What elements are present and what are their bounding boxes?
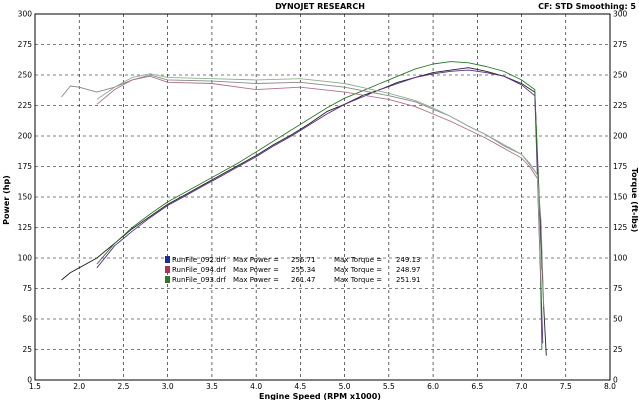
x-tick-label: 4.0 — [250, 382, 262, 391]
legend: RunFile_092.drf Max Power = 256.71 Max Torq… — [165, 256, 421, 284]
x-tick-label: 6.5 — [471, 382, 483, 391]
y-tick-label-left: 125 — [18, 223, 33, 232]
legend-torque-label: Max Torque = — [334, 266, 382, 274]
x-tick-label: 5.5 — [383, 382, 395, 391]
y-tick-label-right: 150 — [613, 193, 628, 202]
power-curve — [96, 61, 543, 350]
legend-max-power: 256.71 — [291, 256, 316, 264]
y-tick-label-left: 300 — [18, 10, 33, 19]
x-tick-label: 7.0 — [516, 382, 528, 391]
x-tick-label: 3.0 — [162, 382, 174, 391]
y-tick-label-left: 25 — [22, 345, 32, 354]
series-lines — [61, 61, 547, 356]
legend-power-label: Max Power = — [233, 276, 279, 284]
legend-swatch — [165, 256, 170, 263]
legend-max-torque: 248.97 — [396, 266, 421, 274]
legend-power-label: Max Power = — [233, 256, 279, 264]
y-tick-label-left: 175 — [18, 162, 33, 171]
x-tick-label: 1.5 — [29, 382, 41, 391]
power-curve — [61, 67, 547, 356]
settings-readout: CF: STD Smoothing: 5 — [538, 2, 636, 11]
legend-swatch — [165, 266, 170, 273]
y-tick-label-right: 200 — [613, 132, 628, 141]
legend-torque-label: Max Torque = — [334, 276, 382, 284]
legend-file: RunFile_092.drf — [172, 256, 227, 264]
legend-torque-label: Max Torque = — [334, 256, 382, 264]
x-axis-label: Engine Speed (RPM x1000) — [259, 392, 381, 400]
legend-max-power: 255.34 — [291, 266, 316, 274]
y-tick-label-right: 275 — [613, 40, 628, 49]
legend-max-torque: 251.91 — [396, 276, 421, 284]
torque-curve — [96, 73, 542, 271]
legend-file: RunFile_093.drf — [172, 276, 227, 284]
y-tick-label-right: 225 — [613, 101, 628, 110]
y-tick-label-right: 125 — [613, 223, 628, 232]
x-tick-label: 5.0 — [339, 382, 351, 391]
y-tick-label-right: 0 — [613, 376, 618, 385]
x-tick-label: 2.0 — [73, 382, 85, 391]
y-tick-label-left: 100 — [18, 254, 33, 263]
y-tick-label-left: 150 — [18, 193, 33, 202]
x-tick-label: 6.0 — [427, 382, 439, 391]
y-tick-label-left: 0 — [27, 376, 32, 385]
x-tick-label: 7.5 — [560, 382, 572, 391]
y-tick-label-right: 50 — [613, 315, 623, 324]
legend-swatch — [165, 276, 170, 283]
y-tick-label-left: 225 — [18, 101, 33, 110]
legend-power-label: Max Power = — [233, 266, 279, 274]
x-tick-label: 3.5 — [206, 382, 218, 391]
x-tick-label: 2.5 — [117, 382, 129, 391]
torque-curve — [96, 75, 542, 283]
y-tick-label-left: 200 — [18, 132, 33, 141]
y-tick-label-left: 275 — [18, 40, 33, 49]
y-tick-label-left: 75 — [22, 284, 32, 293]
y-axis-label-right: Torque (ft-lbs) — [630, 168, 639, 233]
y-tick-label-left: 250 — [18, 71, 33, 80]
legend-max-torque: 249.13 — [396, 256, 421, 264]
y-tick-label-right: 300 — [613, 10, 628, 19]
x-tick-label: 8.0 — [604, 382, 616, 391]
y-axis-label-left: Power (hp) — [2, 175, 11, 225]
y-tick-label-right: 75 — [613, 284, 623, 293]
grid — [35, 14, 610, 380]
plot-frame — [34, 13, 611, 381]
y-tick-label-right: 175 — [613, 162, 628, 171]
y-tick-label-left: 50 — [22, 315, 32, 324]
legend-file: RunFile_094.drf — [172, 266, 227, 274]
power-curve — [96, 69, 544, 344]
y-tick-label-right: 250 — [613, 71, 628, 80]
tick-labels: 1.5 2.0 2.5 3.0 3.5 4.0 4.5 5.0 5.5 6.0 6.5 7.0 7.5 8… — [18, 10, 628, 392]
chart-title: DYNOJET RESEARCH — [275, 2, 365, 11]
x-tick-label: 4.5 — [294, 382, 306, 391]
legend-max-power: 261.47 — [291, 276, 316, 284]
y-tick-label-right: 100 — [613, 254, 628, 263]
y-tick-label-right: 25 — [613, 345, 623, 354]
